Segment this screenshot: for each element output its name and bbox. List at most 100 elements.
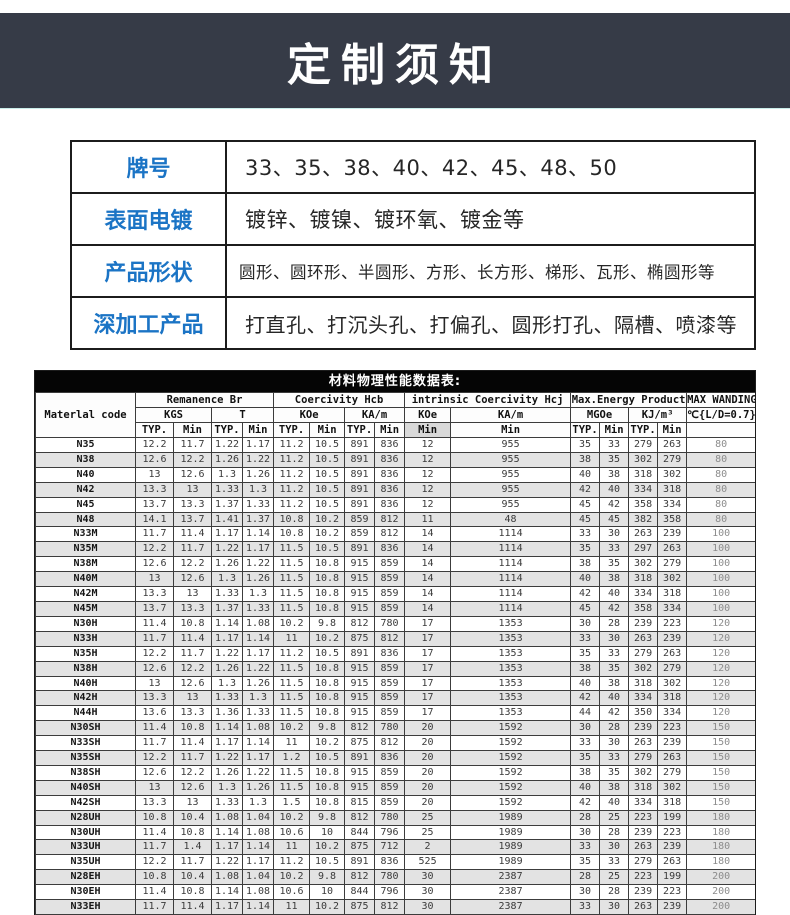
cell: 302	[657, 779, 688, 796]
cell: 10.2	[273, 869, 311, 886]
table-row: N40H 13 12.6 1.3 1.26 11.5 10.8 915 859 17 1353 40 3…	[35, 675, 757, 692]
cell: 875	[344, 839, 376, 856]
cell: 150	[686, 750, 757, 766]
cell: 1.04	[241, 869, 275, 886]
cell: 12.2	[173, 556, 212, 573]
sub-typ: TYP.	[344, 422, 376, 438]
cell: 812	[374, 526, 406, 543]
cell: 1353	[450, 690, 572, 707]
cell: 1.17	[211, 526, 243, 543]
cell: 11.7	[135, 839, 174, 856]
cell: 334	[628, 794, 659, 811]
cell: 11.5	[273, 705, 311, 722]
table-row: N33UH 11.7 1.4 1.17 1.14 11 10.2 875 712 2 1989 33 3…	[35, 839, 757, 856]
cell: 1989	[450, 839, 572, 856]
sub-typ: TYP.	[273, 422, 311, 438]
table-row: N28UH 10.8 10.4 1.08 1.04 10.2 9.8 812 780 25 1989…	[35, 809, 757, 826]
cell: 44	[570, 705, 601, 722]
cell: 20	[404, 794, 452, 811]
table-row: N35M 12.2 11.7 1.22 1.17 11.5 10.5 891 836 14 1114…	[35, 541, 757, 558]
cell: 38	[570, 660, 601, 677]
material-code: N42H	[35, 690, 136, 707]
cell: 80	[686, 451, 757, 468]
cell: 1114	[450, 571, 572, 588]
cell: 812	[374, 511, 406, 528]
table-row: N28EH 10.8 10.4 1.08 1.04 10.2 9.8 812 780 30 2387…	[35, 869, 757, 886]
cell: 1.26	[211, 556, 243, 573]
info-label-grade: 牌号	[70, 140, 227, 194]
cell: 10.6	[273, 824, 311, 841]
cell: 1.26	[241, 779, 275, 796]
cell: 120	[686, 615, 757, 632]
cell: 10.8	[273, 511, 311, 528]
cell: 279	[657, 660, 688, 677]
cell: 100	[686, 526, 757, 543]
cell: 780	[374, 615, 406, 632]
table-row: N48 14.1 13.7 1.41 1.37 10.8 10.2 859 812 11 48 45 4…	[35, 511, 757, 528]
cell: 200	[686, 899, 757, 915]
cell: 17	[404, 645, 452, 662]
cell: 12.2	[135, 645, 174, 662]
cell: 33	[570, 735, 601, 752]
cell: 35	[570, 437, 601, 453]
cell: 33	[599, 854, 630, 871]
sub-min: Min	[450, 422, 572, 438]
unit-temp: ℃{L/D=0.7}	[686, 407, 757, 423]
cell: 10.4	[173, 809, 212, 826]
cell: 10.8	[309, 556, 346, 573]
cell: 10.8	[309, 779, 346, 796]
cell: 859	[374, 675, 406, 692]
cell: 302	[628, 660, 659, 677]
cell: 9.8	[309, 809, 346, 826]
unit-kgs: KGS	[135, 407, 212, 423]
cell: 100	[686, 586, 757, 602]
cell: 100	[686, 571, 757, 588]
cell: 891	[344, 750, 376, 766]
cell: 1.26	[211, 764, 243, 781]
table-row: N38 12.6 12.2 1.26 1.22 11.2 10.5 891 836 12 955 38…	[35, 451, 757, 468]
cell: 318	[628, 675, 659, 692]
cell: 915	[344, 779, 376, 796]
unit-kjm3: KJ/m³	[628, 407, 688, 423]
material-code: N33EH	[35, 899, 136, 915]
cell: 1.37	[241, 511, 275, 528]
cell: 10.2	[309, 899, 346, 915]
cell: 11	[273, 839, 311, 856]
cell: 10.5	[309, 541, 346, 558]
cell: 11.5	[273, 779, 311, 796]
cell: 915	[344, 675, 376, 692]
cell: 10.5	[309, 854, 346, 871]
material-code: N44H	[35, 705, 136, 722]
cell: 1.4	[173, 839, 212, 856]
cell: 1.22	[241, 660, 275, 677]
cell: 1353	[450, 615, 572, 632]
cell: 279	[628, 645, 659, 662]
cell: 1592	[450, 764, 572, 781]
cell: 11.7	[173, 541, 212, 558]
cell: 12	[404, 496, 452, 513]
table-row: N38M 12.6 12.2 1.26 1.22 11.5 10.8 915 859 14 1114…	[35, 556, 757, 573]
cell: 1.08	[241, 720, 275, 737]
cell: 1.33	[241, 496, 275, 513]
cell: 120	[686, 675, 757, 692]
cell: 120	[686, 660, 757, 677]
cell: 11.4	[135, 824, 174, 841]
col-group-max-wanding: MAX WANDING	[686, 392, 757, 408]
cell: 12.2	[135, 541, 174, 558]
cell: 302	[657, 571, 688, 588]
cell: 30	[599, 526, 630, 543]
cell: 13.3	[173, 496, 212, 513]
cell: 279	[657, 764, 688, 781]
cell: 11.4	[135, 884, 174, 901]
cell: 11.5	[273, 660, 311, 677]
material-code: N40M	[35, 571, 136, 588]
cell: 13	[135, 466, 174, 483]
cell: 11.2	[273, 854, 311, 871]
cell: 12.2	[135, 437, 174, 453]
cell: 10.8	[309, 690, 346, 707]
cell: 30	[404, 899, 452, 915]
cell: 1.37	[211, 496, 243, 513]
cell: 2	[404, 839, 452, 856]
cell: 35	[570, 645, 601, 662]
cell: 812	[344, 809, 376, 826]
